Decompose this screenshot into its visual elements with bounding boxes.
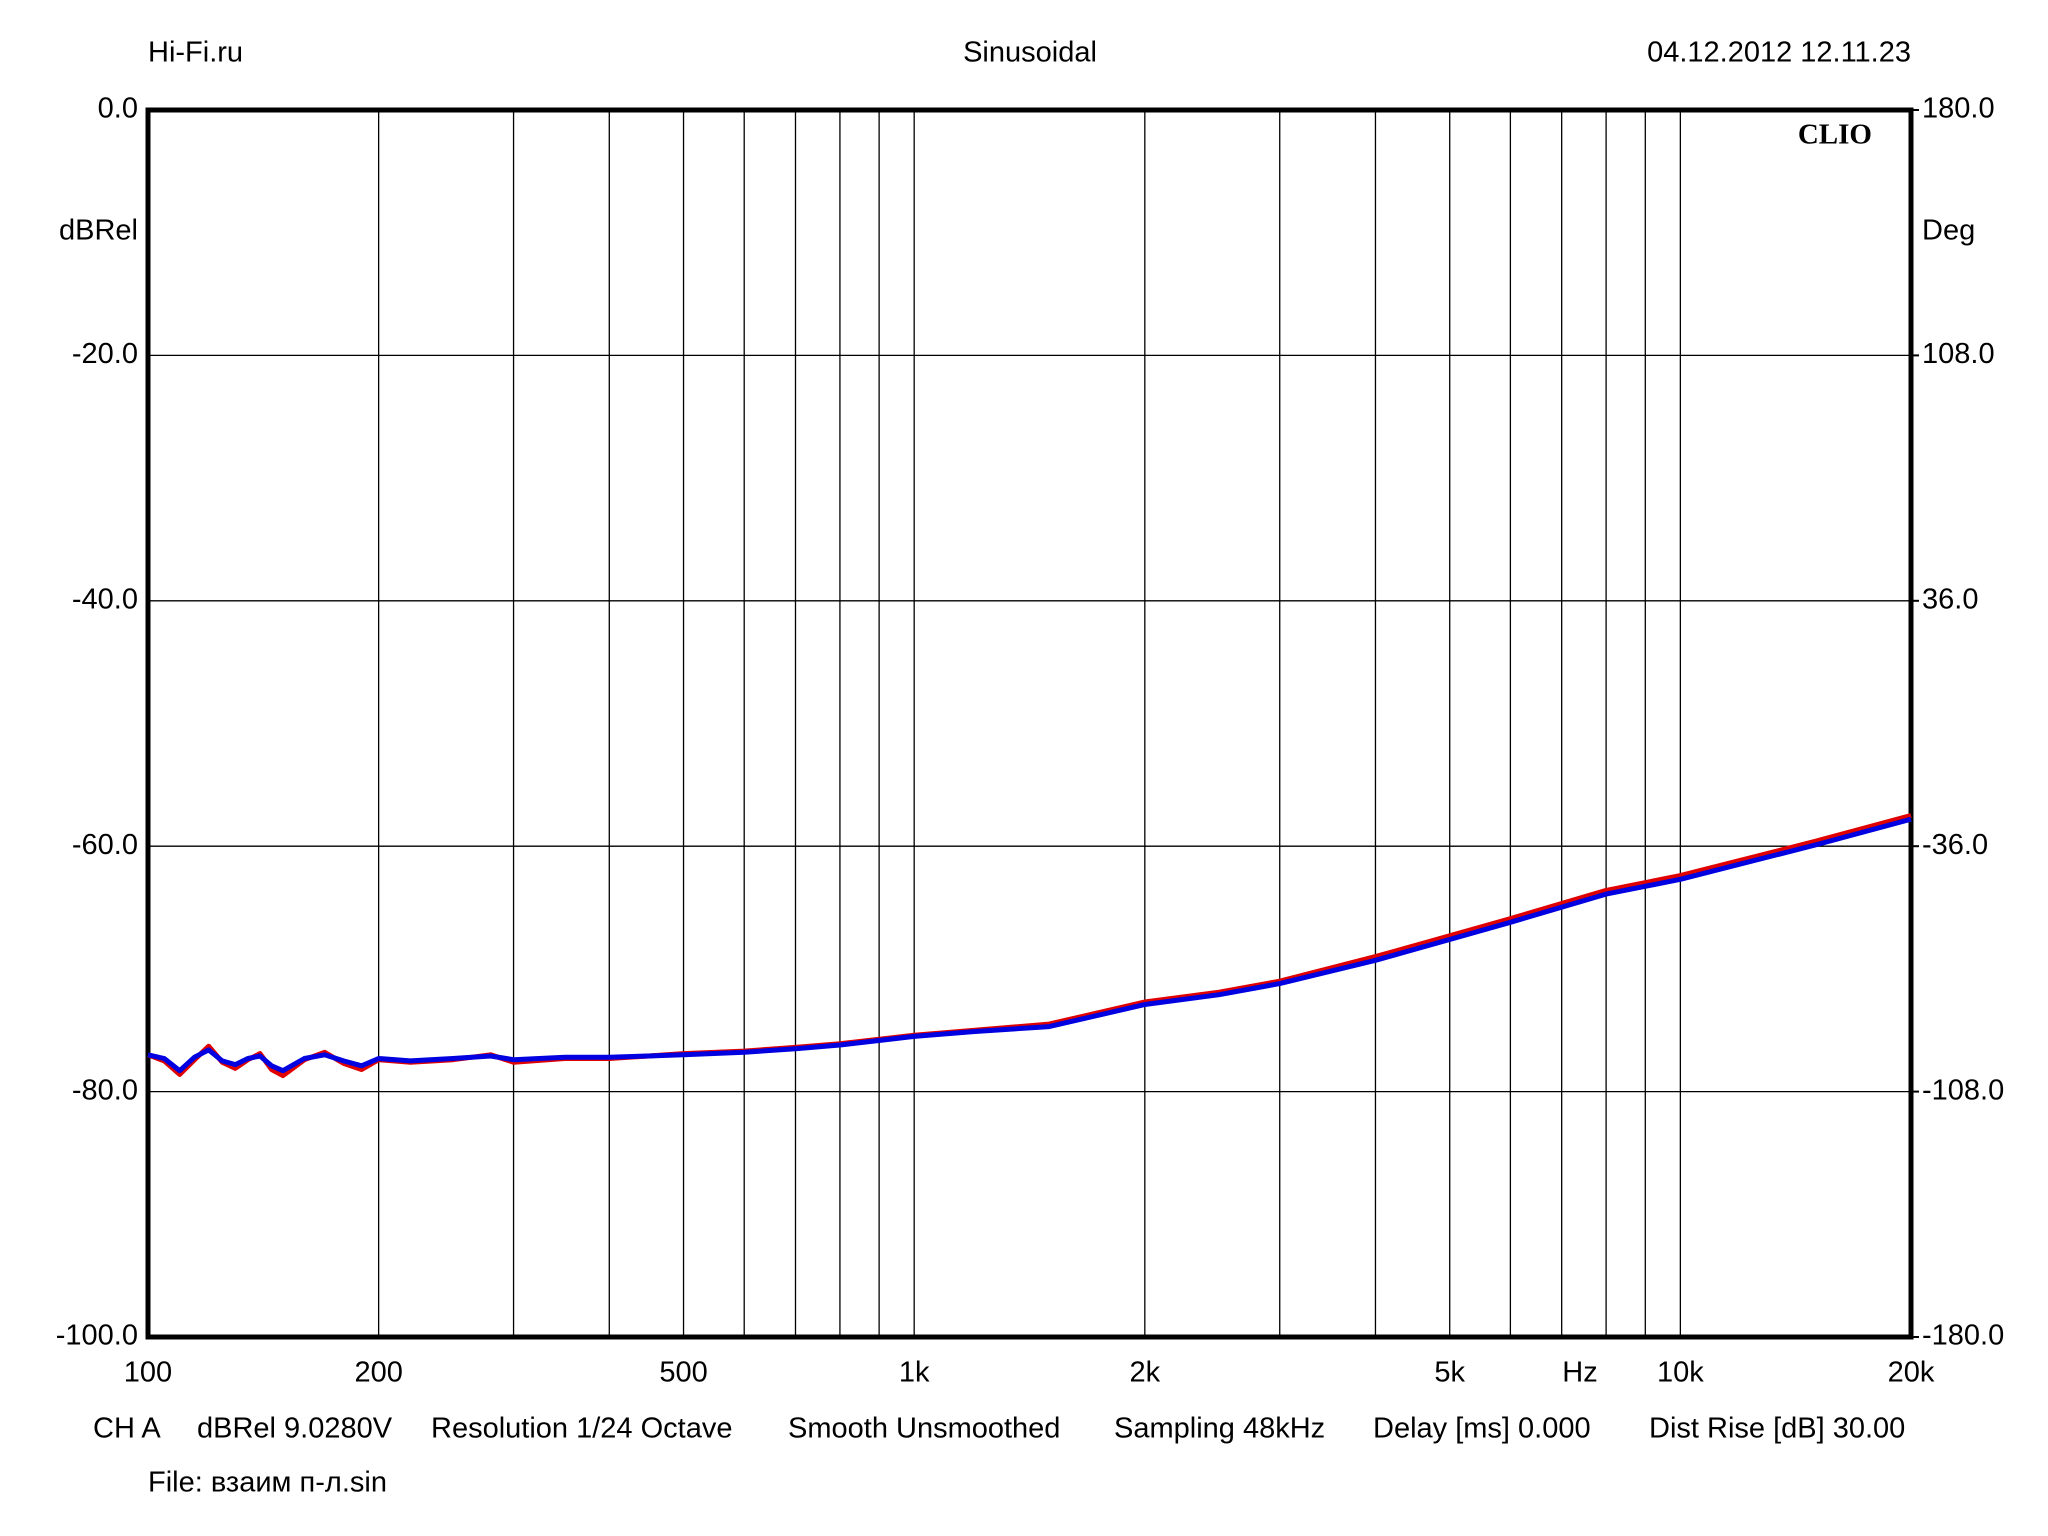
x-tick-label: 5k (1434, 1357, 1465, 1389)
chart-title: Sinusoidal (963, 37, 1097, 69)
x-tick-label: 200 (354, 1357, 402, 1389)
x-tick-label: 500 (659, 1357, 707, 1389)
x-tick-label: 100 (124, 1357, 172, 1389)
y-tick-label: -80.0 (72, 1074, 138, 1106)
y2-tick-label: -180.0 (1922, 1320, 2004, 1352)
y-tick-label: -20.0 (72, 338, 138, 370)
file-label: File: взаим п-л.sin (148, 1467, 387, 1499)
brand-label: CLIO (1798, 119, 1872, 151)
y-tick-label: -100.0 (56, 1320, 138, 1352)
y-tick-label: -60.0 (72, 829, 138, 861)
footer-item: Sampling 48kHz (1114, 1413, 1325, 1445)
header-left: Hi-Fi.ru (148, 37, 243, 69)
x-tick-label: 20k (1888, 1357, 1935, 1389)
y-axis-label: dBRel (59, 215, 138, 247)
series-line (147, 813, 1912, 1079)
footer-item: dBRel 9.0280V (197, 1413, 393, 1445)
footer-item: Resolution 1/24 Octave (431, 1413, 732, 1445)
y2-tick-label: -36.0 (1922, 829, 1988, 861)
x-tick-label: 2k (1130, 1357, 1161, 1389)
x-tick-label: 10k (1657, 1357, 1704, 1389)
x-tick-label: 1k (899, 1357, 930, 1389)
plot-frame (145, 107, 1914, 1340)
y-tick-label: -40.0 (72, 583, 138, 615)
footer-item: Smooth Unsmoothed (788, 1413, 1060, 1445)
header-right: 04.12.2012 12.11.23 (1647, 37, 1911, 69)
y2-tick-label: 108.0 (1922, 338, 1995, 370)
footer-item: Delay [ms] 0.000 (1373, 1413, 1591, 1445)
x-axis-label: Hz (1562, 1357, 1597, 1389)
y2-tick-label: 180.0 (1922, 93, 1995, 125)
footer-item: CH A (93, 1413, 161, 1445)
y2-axis-label: Deg (1922, 215, 1975, 247)
y2-tick-label: -108.0 (1922, 1074, 2004, 1106)
y2-tick-label: 36.0 (1922, 583, 1978, 615)
series-line (147, 816, 1912, 1074)
y-tick-label: 0.0 (98, 93, 138, 125)
footer-item: Dist Rise [dB] 30.00 (1649, 1413, 1905, 1445)
